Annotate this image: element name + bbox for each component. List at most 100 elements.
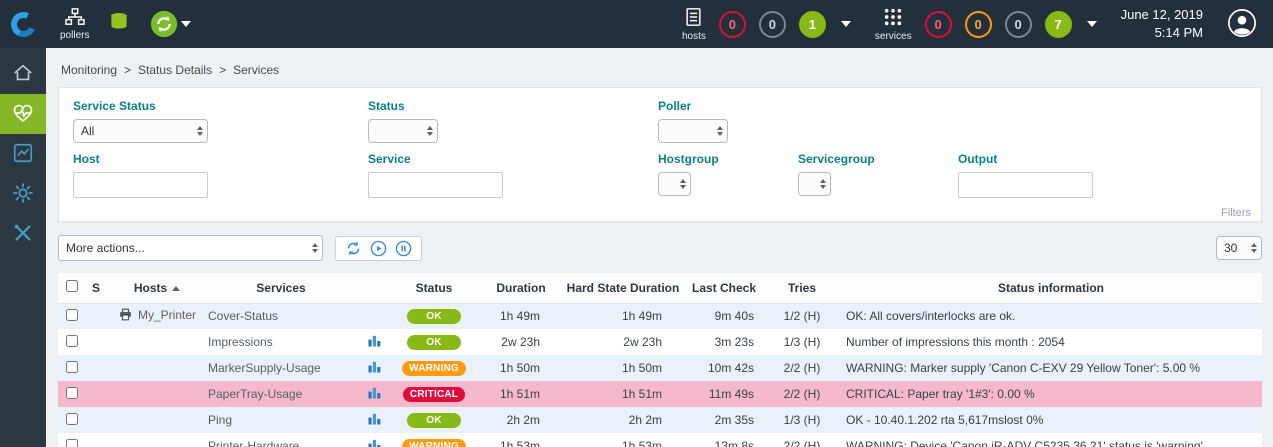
service-name[interactable]: PaperTray-Usage (208, 387, 302, 401)
duration-cell: 1h 50m (480, 355, 562, 381)
chevron-down-icon[interactable] (1087, 21, 1097, 27)
hosts-icon (684, 7, 703, 30)
home-icon (12, 62, 34, 87)
header-tries[interactable]: Tries (764, 273, 840, 303)
select-all-checkbox[interactable] (66, 280, 78, 292)
status-badge: CRITICAL (403, 387, 465, 402)
host-cell[interactable] (112, 433, 202, 447)
header-duration[interactable]: Duration (480, 273, 562, 303)
hard-state-duration-cell: 2w 23h (562, 329, 684, 355)
row-checkbox[interactable] (66, 309, 78, 321)
header-status-information[interactable]: Status information (840, 273, 1262, 303)
row-checkbox[interactable] (66, 413, 78, 425)
refresh-icon[interactable] (345, 240, 362, 257)
host-cell[interactable] (112, 355, 202, 381)
duration-cell: 1h 53m (480, 433, 562, 447)
row-checkbox[interactable] (66, 335, 78, 347)
host-cell[interactable] (112, 381, 202, 407)
tries-cell: 1/3 (H) (764, 407, 840, 433)
servicegroup-select[interactable] (798, 172, 831, 196)
row-checkbox[interactable] (66, 361, 78, 373)
graph-icon[interactable] (368, 412, 381, 428)
services-menu[interactable]: services (875, 7, 912, 42)
services-ok-counter[interactable]: 7 (1045, 11, 1072, 38)
centreon-logo[interactable] (0, 0, 46, 48)
graph-icon[interactable] (368, 386, 381, 402)
poller-select[interactable] (658, 119, 728, 143)
hosts-up-counter[interactable]: 1 (799, 11, 826, 38)
hostgroup-select[interactable] (658, 172, 691, 196)
hosts-pending-counter[interactable]: 0 (759, 11, 786, 38)
services-pending-counter[interactable]: 0 (1005, 11, 1032, 38)
pollers-label: pollers (60, 31, 89, 41)
hosts-critical-counter[interactable]: 0 (719, 11, 746, 38)
output-input[interactable] (958, 172, 1093, 198)
services-critical-counter[interactable]: 0 (925, 11, 952, 38)
hosts-menu[interactable]: hosts (682, 7, 706, 42)
chevron-down-icon[interactable] (841, 21, 851, 27)
sidebar-item-reporting[interactable] (0, 134, 46, 174)
servicegroup-label: Servicegroup (798, 152, 958, 166)
service-label: Service (368, 152, 658, 166)
pollers-menu[interactable]: pollers (60, 8, 89, 41)
play-icon[interactable] (370, 240, 387, 257)
breadcrumb-item-status-details[interactable]: Status Details (138, 63, 212, 77)
header-hosts[interactable]: Hosts (112, 273, 202, 303)
row-checkbox[interactable] (66, 387, 78, 399)
header-services[interactable]: Services (202, 273, 360, 303)
header-status[interactable]: Status (388, 273, 480, 303)
refresh-controls (335, 236, 422, 261)
host-input[interactable] (73, 172, 208, 198)
service-name[interactable]: Printer-Hardware (208, 439, 299, 447)
table-toolbar: More actions... (58, 235, 1262, 261)
row-checkbox[interactable] (66, 439, 78, 447)
database-icon[interactable] (107, 11, 131, 38)
sidebar-item-administration[interactable] (0, 214, 46, 254)
pause-icon[interactable] (395, 240, 412, 257)
service-status-label: Service Status (73, 99, 368, 113)
chevron-down-icon (181, 21, 191, 27)
header-last-check[interactable]: Last Check (684, 273, 764, 303)
last-check-cell: 13m 8s (684, 433, 764, 447)
service-status-select[interactable]: All (73, 119, 208, 143)
services-table: S Hosts Services Status Duration Hard St… (58, 273, 1262, 447)
sidebar-item-home[interactable] (0, 54, 46, 94)
host-name[interactable]: My_Printer (138, 308, 196, 322)
table-row[interactable]: Ping OK 2h 2m 2h 2m 2m 35s 1/3 (H) OK - … (58, 407, 1262, 433)
severity-cell (86, 329, 112, 355)
user-profile-icon[interactable] (1227, 8, 1257, 41)
table-row[interactable]: Impressions OK 2w 23h 2w 23h 3m 23s 1/3 … (58, 329, 1262, 355)
status-information-cell: Number of impressions this month : 2054 (840, 329, 1262, 355)
sync-status-icon[interactable] (149, 9, 191, 39)
filters-panel-tag[interactable]: Filters (1221, 207, 1251, 219)
service-input[interactable] (368, 172, 503, 198)
breadcrumb-item-services[interactable]: Services (233, 63, 279, 77)
header-severity[interactable]: S (86, 273, 112, 303)
status-select[interactable] (368, 119, 438, 143)
graph-icon[interactable] (368, 360, 381, 376)
hosts-label: hosts (682, 32, 706, 42)
service-name[interactable]: Impressions (208, 335, 273, 349)
host-cell[interactable] (112, 407, 202, 433)
more-actions-select[interactable]: More actions... (58, 235, 323, 261)
breadcrumb-item-monitoring[interactable]: Monitoring (61, 63, 117, 77)
service-name[interactable]: MarkerSupply-Usage (208, 361, 321, 375)
table-row[interactable]: Printer-Hardware WARNING 1h 53m 1h 53m 1… (58, 433, 1262, 447)
host-cell[interactable]: My_Printer (112, 303, 202, 329)
graph-icon[interactable] (368, 438, 381, 447)
services-warning-counter[interactable]: 0 (965, 11, 992, 38)
host-cell[interactable] (112, 329, 202, 355)
duration-cell: 1h 51m (480, 381, 562, 407)
service-name[interactable]: Cover-Status (208, 309, 278, 323)
sidebar-item-configuration[interactable] (0, 174, 46, 214)
service-name[interactable]: Ping (208, 413, 232, 427)
table-row[interactable]: My_Printer Cover-Status OK 1h 49m 1h 49m (58, 303, 1262, 329)
clock: June 12, 2019 5:14 PM (1121, 6, 1203, 41)
graph-icon[interactable] (368, 334, 381, 350)
sidebar-item-monitoring[interactable] (0, 94, 46, 134)
table-row[interactable]: MarkerSupply-Usage WARNING 1h 50m 1h 50m… (58, 355, 1262, 381)
hostgroup-label: Hostgroup (658, 152, 798, 166)
header-hard-state-duration[interactable]: Hard State Duration (562, 273, 684, 303)
page-size-select[interactable]: 30 (1216, 236, 1262, 260)
table-row[interactable]: PaperTray-Usage CRITICAL 1h 51m 1h 51m 1… (58, 381, 1262, 407)
